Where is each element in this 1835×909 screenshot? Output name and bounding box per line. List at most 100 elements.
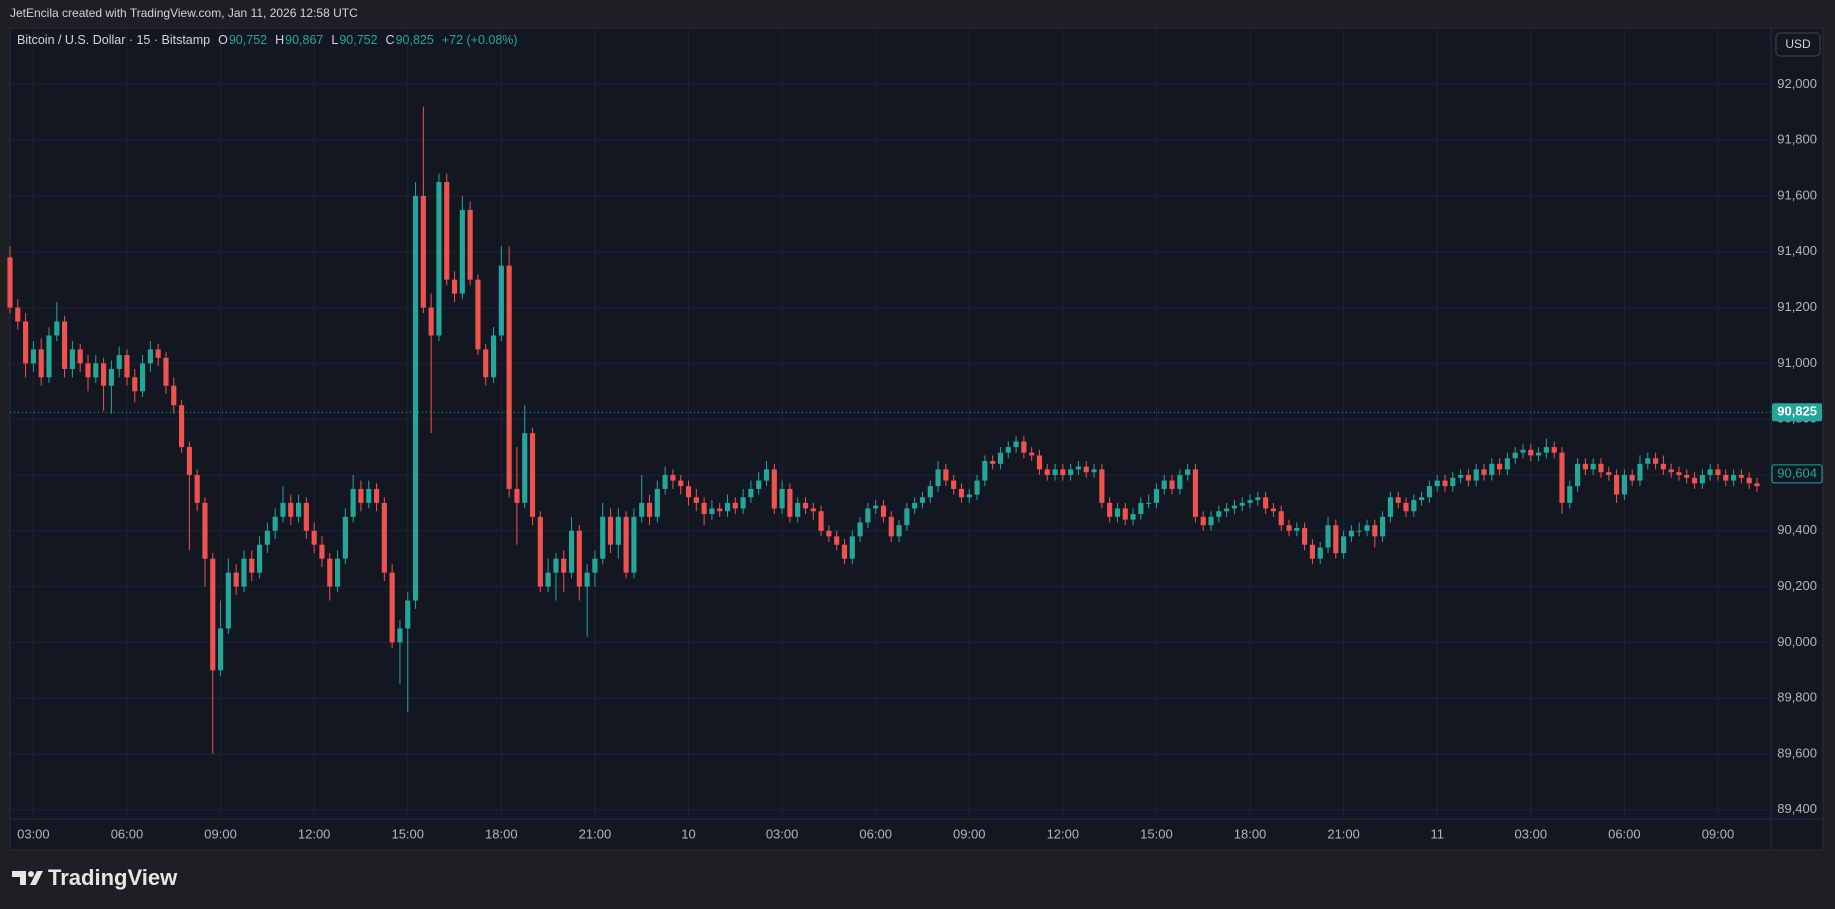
candle-body — [233, 572, 239, 587]
candle-body — [584, 572, 590, 587]
y-tick-label: 91,400 — [1777, 243, 1817, 258]
candle-body — [264, 530, 270, 545]
candle-body — [1660, 463, 1666, 470]
candle-body — [1668, 469, 1674, 473]
candle-body — [1052, 469, 1058, 475]
candle-body — [436, 182, 442, 336]
candle-body — [522, 433, 528, 503]
x-tick-label: 03:00 — [17, 826, 50, 841]
candle-body — [272, 516, 278, 531]
candle-body — [1372, 525, 1378, 537]
candle-body — [1684, 474, 1690, 478]
candle-body — [1060, 469, 1066, 475]
candle-body — [1192, 469, 1199, 517]
candle-body — [334, 558, 341, 587]
candle-body — [1013, 441, 1019, 448]
candle-body — [1169, 480, 1175, 489]
candle-body — [943, 469, 949, 481]
candle-body — [561, 558, 567, 573]
candle-body — [912, 502, 918, 509]
logo-dot — [28, 871, 34, 877]
candle-body — [990, 461, 996, 464]
candle-body — [1520, 449, 1526, 453]
last-price-label: 90,825 — [1777, 404, 1817, 419]
candle-body — [1536, 452, 1542, 456]
candle-body — [1068, 469, 1074, 475]
brand-name: TradingView — [48, 865, 178, 890]
y-tick-label: 90,000 — [1777, 634, 1817, 649]
logo-mark — [12, 871, 26, 885]
candle-body — [779, 488, 785, 509]
y-tick-label: 90,200 — [1777, 578, 1817, 593]
candle-body — [1278, 511, 1284, 526]
legend-key: L — [331, 33, 339, 47]
candle-body — [732, 502, 738, 509]
candle-body — [1426, 486, 1432, 498]
candle-body — [1590, 463, 1596, 470]
candle-body — [1614, 474, 1620, 495]
x-tick-label: 11 — [1430, 826, 1444, 841]
candle-body — [1723, 474, 1729, 481]
candle-body — [241, 558, 247, 587]
candle-body — [1458, 474, 1464, 478]
candle-body — [880, 505, 887, 517]
candle-body — [342, 516, 348, 559]
candle-body — [124, 355, 130, 378]
candle-body — [1380, 516, 1386, 537]
candle-body — [639, 502, 645, 517]
candle-body — [1637, 463, 1643, 481]
x-tick-label: 03:00 — [766, 826, 799, 841]
candle-body — [1177, 474, 1183, 489]
candle-body — [997, 452, 1004, 464]
candle-body — [958, 488, 965, 498]
x-tick-label: 03:00 — [1515, 826, 1548, 841]
legend-key: H — [275, 33, 285, 47]
x-tick-label: 06:00 — [1608, 826, 1641, 841]
candle-body — [256, 544, 263, 573]
candle-body — [678, 480, 684, 487]
candle-body — [295, 502, 302, 517]
candle-body — [1575, 463, 1581, 487]
candle-body — [1746, 477, 1752, 484]
y-tick-label: 89,600 — [1777, 745, 1817, 760]
candle-body — [280, 502, 286, 517]
candle-body — [1489, 463, 1495, 475]
candle-body — [795, 502, 801, 517]
candle-body — [1629, 474, 1635, 481]
candle-body — [1738, 474, 1744, 478]
candle-body — [740, 497, 746, 509]
candle-body — [38, 349, 44, 378]
legend-key: O — [218, 33, 228, 47]
y-tick-label: 91,000 — [1777, 355, 1817, 370]
candle-body — [709, 508, 715, 515]
y-tick-label: 91,800 — [1777, 132, 1817, 147]
y-tick-label: 91,600 — [1777, 187, 1817, 202]
candle-body — [23, 321, 29, 364]
candle-body — [1216, 511, 1222, 517]
candle-body — [857, 522, 863, 537]
candle-body — [1270, 508, 1277, 512]
candle-body — [311, 530, 317, 545]
candle-body — [1247, 500, 1253, 503]
candle-body — [514, 488, 520, 503]
candle-body — [537, 516, 543, 587]
x-tick-label: 10 — [681, 826, 695, 841]
candle-body — [1029, 452, 1035, 456]
candle-body — [600, 516, 606, 559]
candle-body — [670, 474, 676, 481]
x-tick-label: 12:00 — [1047, 826, 1080, 841]
candle-body — [904, 508, 910, 526]
candle-body — [1504, 458, 1510, 470]
candle-body — [459, 209, 465, 294]
candle-body — [366, 488, 372, 503]
candle-body — [303, 502, 309, 531]
candle-body — [405, 600, 411, 629]
attribution: JetEncila created with TradingView.com, … — [10, 6, 358, 20]
brand-logo — [12, 871, 43, 885]
candle-body — [147, 349, 153, 364]
candle-body — [179, 405, 185, 448]
candle-body — [1497, 463, 1503, 470]
candle-body — [1645, 458, 1651, 464]
candle-body — [46, 335, 52, 378]
candle-body — [444, 182, 450, 280]
